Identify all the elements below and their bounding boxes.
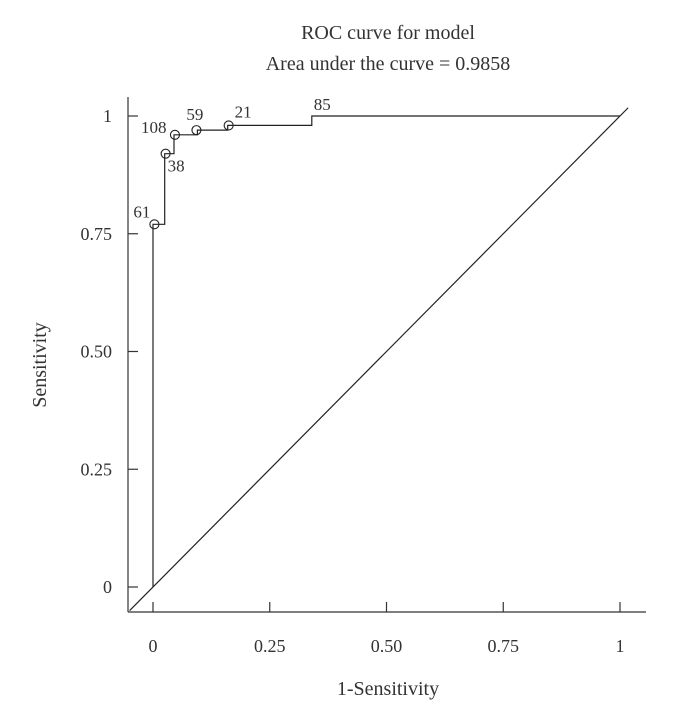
x-tick-label-0: 0 <box>149 636 158 656</box>
point-marker-21 <box>223 120 234 131</box>
x-axis-title: 1-Sensitivity <box>337 678 439 700</box>
x-tick-label-2: 0.50 <box>371 636 403 656</box>
chart-title: ROC curve for model <box>301 22 475 44</box>
point-label-38: 38 <box>168 157 185 176</box>
x-ticks: 0 0.25 0.50 0.75 1 <box>149 602 625 656</box>
reference-diagonal-line <box>129 107 629 611</box>
y-tick-label-4: 1 <box>103 106 112 126</box>
point-label-59: 59 <box>186 105 203 124</box>
x-tick-label-3: 0.75 <box>488 636 520 656</box>
y-tick-label-0: 0 <box>103 577 112 597</box>
point-marker-38 <box>160 148 171 159</box>
chart-subtitle: Area under the curve = 0.9858 <box>266 53 511 75</box>
y-tick-label-2: 0.50 <box>81 342 113 362</box>
point-label-61: 61 <box>133 202 150 221</box>
point-marker-108 <box>169 129 180 140</box>
y-tick-label-3: 0.75 <box>81 224 113 244</box>
y-ticks: 0 0.25 0.50 0.75 1 <box>81 106 138 597</box>
x-tick-label-1: 0.25 <box>254 636 286 656</box>
labeled-points: 61 38 108 59 21 85 <box>133 95 331 230</box>
point-label-21: 21 <box>235 102 252 121</box>
y-tick-label-1: 0.25 <box>81 459 113 479</box>
x-tick-label-4: 1 <box>616 636 625 656</box>
point-label-108: 108 <box>141 118 167 137</box>
y-axis-title: Sensitivity <box>29 322 51 408</box>
point-marker-59 <box>191 125 202 136</box>
point-marker-61 <box>149 219 160 230</box>
point-label-85: 85 <box>314 95 331 114</box>
